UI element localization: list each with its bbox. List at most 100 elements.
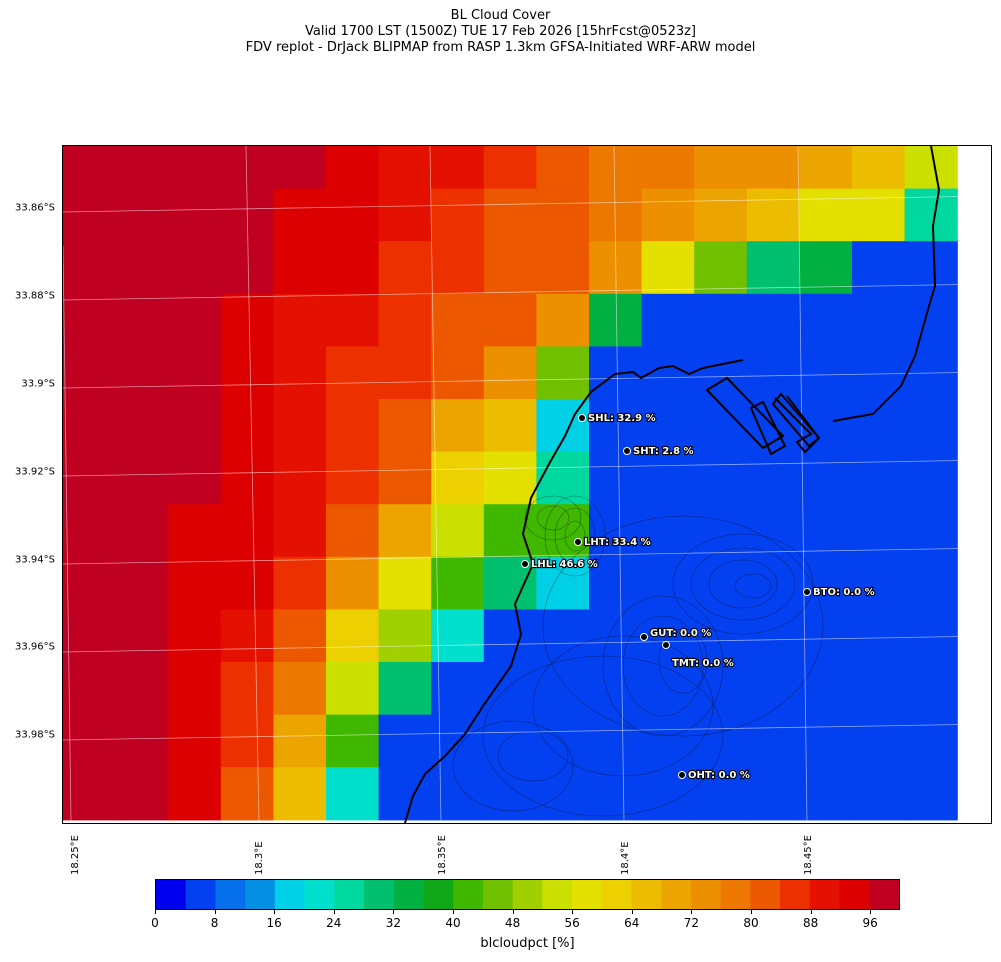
grid-cell <box>799 504 853 558</box>
colorbar-segment <box>512 880 543 909</box>
grid-cell <box>115 346 169 400</box>
grid-cell <box>799 662 853 716</box>
grid-cell <box>63 399 117 453</box>
station-marker-sht[interactable] <box>623 447 631 455</box>
grid-cell <box>220 399 274 453</box>
colorbar-segment <box>215 880 246 909</box>
colorbar-segment <box>156 880 187 909</box>
grid-cell <box>168 556 222 610</box>
colorbar-tick-mark <box>691 909 693 914</box>
station-marker-bto[interactable] <box>803 588 811 596</box>
grid-cell <box>799 346 853 400</box>
grid-cell <box>168 504 222 558</box>
grid-cell <box>63 504 117 558</box>
grid-cell <box>378 346 432 400</box>
grid-cell <box>168 399 222 453</box>
grid-cell <box>63 146 117 190</box>
colorbar-segment <box>482 880 514 909</box>
grid-cell <box>220 293 274 347</box>
cloud-cover-map[interactable]: SHL: 32.9 % SHT: 2.8 % LHT: 33.4 % LHL: 46.… <box>62 145 992 824</box>
station-marker-lht[interactable] <box>574 538 582 546</box>
grid-cell <box>220 451 274 505</box>
grid-cell <box>641 188 695 242</box>
grid-cell <box>799 609 853 663</box>
grid-cell <box>694 188 748 242</box>
grid-cell <box>746 241 800 295</box>
grid-cell <box>641 714 695 768</box>
station-marker-oht[interactable] <box>678 771 686 779</box>
grid-cell <box>63 293 117 347</box>
station-marker-tmt[interactable] <box>662 641 670 649</box>
grid-cell <box>168 714 222 768</box>
grid-cell <box>483 556 537 610</box>
grid-cell <box>483 146 537 190</box>
lat-label: 33.94°S <box>15 554 55 566</box>
grid-cell <box>536 767 590 821</box>
grid-cell <box>483 399 537 453</box>
grid-cell <box>746 767 800 821</box>
grid-cell <box>115 609 169 663</box>
grid-cell <box>220 609 274 663</box>
grid-cell <box>589 399 643 453</box>
colorbar-segment <box>661 880 692 909</box>
grid-cell <box>641 451 695 505</box>
grid-cell <box>694 293 748 347</box>
colorbar-segment <box>334 880 365 909</box>
grid-cell <box>273 241 327 295</box>
grid-cell <box>589 662 643 716</box>
colorbar-tick-label: 88 <box>802 916 819 930</box>
grid-cell <box>694 714 748 768</box>
grid-cell <box>63 767 117 821</box>
station-label-bto: BTO: 0.0 % <box>813 587 875 598</box>
map-valid-time: Valid 1700 LST (1500Z) TUE 17 Feb 2026 [… <box>304 24 697 39</box>
grid-cell <box>431 146 485 190</box>
colorbar-segment <box>750 880 781 909</box>
colorbar-segment <box>780 880 811 909</box>
grid-cell <box>431 556 485 610</box>
grid-cell <box>746 662 800 716</box>
colorbar-segment <box>393 880 424 909</box>
grid-cell <box>326 188 380 242</box>
station-label-shl: SHL: 32.9 % <box>588 413 656 424</box>
grid-cell <box>115 556 169 610</box>
grid-cell <box>378 241 432 295</box>
grid-cell <box>326 346 380 400</box>
grid-cell <box>852 188 906 242</box>
grid-cell <box>378 504 432 558</box>
grid-cell <box>694 399 748 453</box>
station-marker-gut[interactable] <box>640 633 648 641</box>
colorbar-label: blcloudpct [%] <box>480 936 575 951</box>
colorbar-tick-label: 72 <box>683 916 700 930</box>
grid-cell <box>326 399 380 453</box>
colorbar-tick-label: 40 <box>445 916 461 930</box>
grid-cell <box>168 241 222 295</box>
grid-cell <box>746 146 800 190</box>
grid-cell <box>273 609 327 663</box>
colorbar-segment <box>690 880 722 909</box>
station-marker-shl[interactable] <box>578 414 586 422</box>
grid-cell <box>378 556 432 610</box>
colorbar-tick-label: 56 <box>564 916 580 930</box>
grid-cell <box>852 662 906 716</box>
grid-cell <box>63 241 117 295</box>
grid-cell <box>431 767 485 821</box>
grid-cell <box>168 293 222 347</box>
grid-cell <box>115 714 169 768</box>
grid-cell <box>326 504 380 558</box>
grid-cell <box>115 504 169 558</box>
grid-cell <box>168 346 222 400</box>
grid-cell <box>536 714 590 768</box>
grid-cell <box>168 609 222 663</box>
grid-cell <box>852 346 906 400</box>
grid-cell <box>746 293 800 347</box>
grid-cell <box>641 609 695 663</box>
grid-cell <box>536 609 590 663</box>
station-marker-lhl[interactable] <box>521 560 529 568</box>
grid-cell <box>63 714 117 768</box>
colorbar <box>155 879 900 910</box>
grid-cell <box>694 451 748 505</box>
grid-cell <box>746 609 800 663</box>
grid-cell <box>115 146 169 190</box>
grid-cell <box>641 504 695 558</box>
colorbar-segment <box>720 880 751 909</box>
